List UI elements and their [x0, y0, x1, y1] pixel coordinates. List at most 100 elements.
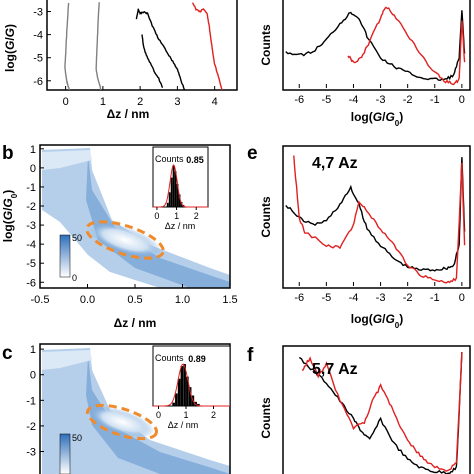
a-right-xtick-label: -5 — [321, 94, 331, 106]
panel-e-ylabel: Counts — [259, 196, 273, 238]
panel-f-label: f — [247, 345, 254, 366]
panel-b-inset-bars — [153, 164, 208, 208]
panel-e-xlabel: log(G/G0) — [351, 312, 403, 330]
panel-a-left-ylabel: log(G/G) — [3, 24, 17, 72]
panel-a-left-xtick-label: 0 — [63, 96, 69, 108]
panel-a-left-xtick-label: 1 — [100, 96, 106, 108]
b-ytick-label: -3 — [26, 220, 36, 232]
c-inset-bar — [172, 402, 175, 406]
c-inset-bar — [183, 364, 186, 406]
b-inset-xtick-label: 1 — [174, 211, 179, 221]
panel-a-left-ytick-label: -5 — [33, 53, 43, 65]
panel-a-right-traces — [285, 6, 466, 86]
panel-b-x-ticks: -0.5 0.0 0.5 1.0 1.5 — [31, 284, 238, 306]
panel-b-xlabel: Δz / nm — [114, 316, 157, 330]
panel-a-left-xlabel: Δz / nm — [107, 107, 150, 121]
b-ytick-label: 1 — [30, 144, 36, 156]
b-ytick-label: -6 — [26, 277, 36, 289]
f-trace-black — [298, 351, 463, 474]
c-inset-bar — [188, 387, 192, 406]
panel-b-inset-peak: 0.85 — [186, 155, 204, 165]
panel-a-right-xlabel: log(G/G0) — [351, 110, 403, 128]
panel-f-annotation: 5,7 Az — [312, 361, 358, 378]
e-xtick-label: 0 — [459, 292, 465, 304]
e-xtick-label: -1 — [430, 292, 440, 304]
panel-a-left-trace-black-2 — [135, 8, 186, 90]
panel-a-left-x-ticks: 0 1 2 3 4 — [63, 86, 218, 108]
b-inset-bar — [174, 171, 177, 207]
panel-c-y-ticks: 1 0 -1 -2 -3 — [26, 344, 44, 459]
b-xtick-label: 1.5 — [222, 294, 237, 306]
panel-b-orange-ellipse — [85, 220, 165, 260]
panel-a-left-ytick-label: -3 — [33, 7, 43, 19]
b-ytick-label: -4 — [26, 239, 36, 251]
b-xtick-label: 1.0 — [175, 294, 190, 306]
panel-c-heatmap: 50 — [40, 344, 230, 474]
a-right-trace-red — [347, 6, 466, 86]
e-trace-red — [293, 155, 466, 284]
e-trace-black — [285, 157, 466, 272]
panel-b-inset: 0.85 Counts 0 1 2 Δz / nm — [152, 146, 209, 231]
panel-f-traces — [298, 351, 463, 474]
panel-a-left-trace-red-4 — [191, 2, 223, 90]
b-ytick-label: -1 — [26, 182, 36, 194]
panel-f-ylabel: Counts — [259, 397, 273, 439]
panel-c: c 50 1 0 -1 -2 -3 0.89 Counts 0 1 2 Δz / nm — [2, 343, 231, 474]
panel-a-left-xtick-label: 3 — [174, 96, 180, 108]
panel-b-colorbar — [59, 234, 71, 278]
c-ytick-label: -3 — [26, 447, 36, 459]
b-ytick-label: -2 — [26, 201, 36, 213]
c-inset-bar — [197, 403, 200, 406]
b-inset-xtick-label: 2 — [194, 211, 199, 221]
c-inset-xtick-label: 2 — [211, 410, 216, 420]
panel-e-annotation: 4,7 Az — [312, 155, 358, 172]
a-right-xtick-label: -6 — [294, 94, 304, 106]
a-right-xtick-label: 0 — [459, 94, 465, 106]
b-inset-bar — [170, 177, 173, 207]
panel-b-cb-top: 50 — [72, 233, 82, 243]
panel-a-left: -3 -4 -5 -6 0 1 2 3 4 Δz / nm log(G/G) — [3, 0, 238, 121]
a-right-xtick-label: -2 — [403, 94, 413, 106]
panel-c-inset-peak: 0.89 — [188, 354, 206, 364]
panel-e-x-ticks: -6 -5 -4 -3 -2 -1 0 — [294, 282, 465, 304]
a-right-xtick-label: -1 — [430, 94, 440, 106]
panel-e-label: e — [247, 143, 258, 164]
c-inset-bar — [177, 378, 181, 406]
b-ytick-label: 0 — [30, 163, 36, 175]
panel-a-left-xtick-label: 4 — [212, 96, 218, 108]
panel-a-left-trace-gray-0 — [64, 2, 71, 90]
c-inset-xtick-label: 1 — [183, 410, 188, 420]
panel-b-ylabel: log(G/G0) — [1, 190, 19, 242]
panel-a-left-xtick-label: 2 — [137, 96, 143, 108]
c-ytick-label: 0 — [30, 370, 36, 382]
b-xtick-label: 0.5 — [127, 294, 142, 306]
c-inset-bar — [175, 393, 178, 406]
panel-a-left-ytick-label: -6 — [33, 76, 43, 88]
b-inset-xtick-label: 0 — [154, 211, 159, 221]
panel-c-inset-bars — [153, 363, 230, 407]
panel-e-traces — [285, 155, 466, 284]
c-inset-xtick-label: 0 — [156, 410, 161, 420]
panel-c-colorbar — [59, 433, 71, 474]
b-inset-bar — [178, 194, 181, 207]
panel-b-label: b — [2, 143, 14, 164]
f-trace-red — [301, 351, 463, 472]
a-right-xtick-label: -4 — [349, 94, 359, 106]
c-ytick-label: 1 — [30, 344, 36, 356]
panel-c-orange-ellipse — [86, 403, 158, 441]
panel-b-inset-frame — [152, 146, 209, 208]
panel-a-left-traces — [64, 2, 223, 90]
c-inset-bar — [186, 376, 189, 406]
panel-a-left-frame — [46, 0, 238, 91]
panel-a-right-ylabel: Counts — [259, 24, 273, 66]
panel-b-cb-bottom: 0 — [72, 273, 77, 283]
panel-c-inset: 0.89 Counts 0 1 2 Δz / nm — [152, 345, 231, 430]
e-xtick-label: -5 — [321, 292, 331, 304]
c-ytick-label: -1 — [26, 395, 36, 407]
panel-e-frame — [282, 145, 471, 289]
panel-b: b 50 0 1 0 -1 -2 -3 -4 -5 -6 -0.5 0.0 0.5 1.0 1.5 Δ… — [1, 143, 238, 330]
panel-a-left-y-ticks: -3 -4 -5 -6 — [33, 7, 51, 88]
panel-b-inset-counts: Counts — [155, 154, 184, 164]
panel-c-label: c — [2, 343, 13, 364]
